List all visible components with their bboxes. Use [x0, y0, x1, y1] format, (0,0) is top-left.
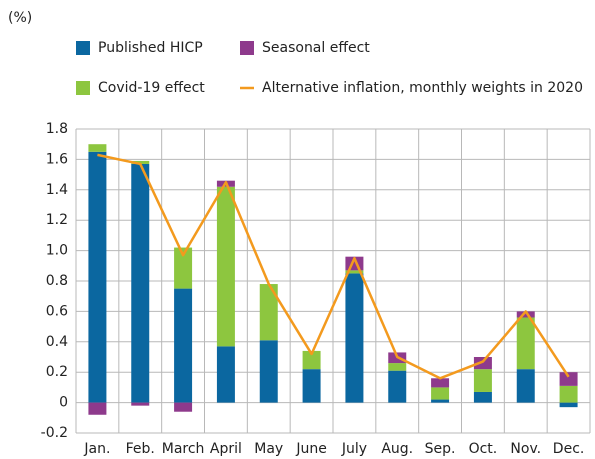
bar-segment: [473, 391, 492, 403]
bar-segment: [345, 270, 364, 274]
y-tick-label: 0.2: [46, 364, 68, 380]
unit-label: (%): [8, 10, 32, 26]
bar-segment: [259, 340, 278, 403]
legend-label: Alternative inflation, monthly weights i…: [262, 80, 583, 96]
bar-segment: [559, 385, 578, 403]
bar-segment: [88, 144, 107, 152]
bar-segment: [259, 284, 278, 341]
y-tick-label: 0.8: [46, 273, 68, 289]
y-tick-label: 1.4: [46, 182, 68, 198]
bar-segment: [559, 372, 578, 386]
bar-segment: [216, 186, 235, 347]
legend-swatch: [240, 41, 254, 55]
bar-segment: [131, 160, 150, 164]
y-tick-label: 1.8: [46, 121, 68, 137]
x-tick-label: July: [341, 441, 367, 457]
bar-segment: [388, 370, 407, 403]
bar-segment: [516, 369, 535, 403]
x-tick-label: Oct.: [469, 441, 498, 457]
bar-segment: [216, 346, 235, 403]
bar-segment: [431, 378, 450, 388]
bar-segment: [131, 402, 150, 406]
bar-segment: [516, 317, 535, 370]
bar-segment: [473, 369, 492, 392]
x-tick-label: March: [162, 441, 205, 457]
x-tick-label: June: [295, 441, 327, 457]
legend-label: Covid-19 effect: [98, 80, 205, 96]
x-tick-label: April: [210, 441, 242, 457]
bar-segment: [302, 350, 321, 370]
bar-segment: [302, 369, 321, 403]
x-tick-label: Jan.: [83, 441, 110, 457]
x-tick-label: Dec.: [553, 441, 585, 457]
y-tick-label: 0.6: [46, 303, 68, 319]
bar-segment: [431, 399, 450, 403]
line-series: [97, 153, 570, 380]
y-tick-label: -0.2: [41, 425, 68, 441]
y-tick-label: 1.2: [46, 212, 68, 228]
bar-segment: [473, 357, 492, 370]
y-tick-label: 1.6: [46, 151, 68, 167]
x-tick-label: Aug.: [381, 441, 413, 457]
bar-segment: [388, 363, 407, 371]
x-tick-label: May: [254, 441, 283, 457]
x-tick-label: Nov.: [510, 441, 541, 457]
x-tick-label: Feb.: [126, 441, 155, 457]
y-tick-label: 0.4: [46, 334, 68, 350]
bar-segment: [174, 402, 193, 412]
legend-label: Seasonal effect: [262, 40, 370, 56]
bar-segment: [345, 273, 364, 403]
y-tick-label: 0: [59, 395, 68, 411]
bar-segment: [88, 151, 107, 403]
bar-segment: [174, 288, 193, 403]
bar-segment: [431, 387, 450, 400]
bar-segment: [516, 311, 535, 318]
bar-segment: [88, 402, 107, 415]
legend-swatch: [76, 41, 90, 55]
bar-segment: [174, 247, 193, 289]
bar-segment: [559, 402, 578, 408]
legend-swatch: [76, 81, 90, 95]
legend-label: Published HICP: [98, 40, 203, 56]
bar-segment: [131, 163, 150, 403]
y-tick-label: 1.0: [46, 243, 68, 259]
x-tick-label: Sep.: [425, 441, 456, 457]
